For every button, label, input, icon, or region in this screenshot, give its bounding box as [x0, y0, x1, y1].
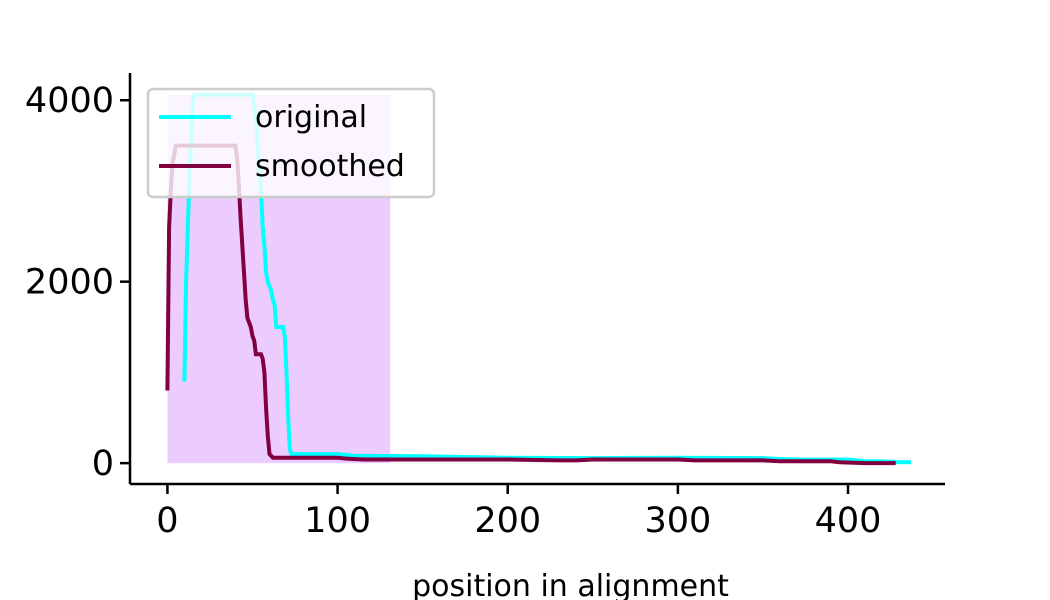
x-tick-label: 400 [815, 501, 882, 541]
x-tick-label: 200 [474, 501, 541, 541]
x-tick-label: 100 [304, 501, 371, 541]
x-tick-label: 0 [156, 501, 178, 541]
y-tick-label: 4000 [25, 81, 114, 121]
series-line-smoothed [165, 143, 896, 466]
legend-label-smoothed: smoothed [255, 149, 405, 184]
axes-layer [128, 73, 945, 486]
legend-label-original: original [255, 100, 367, 135]
x-axis-label: position in alignment [412, 569, 729, 600]
y-tick-label: 0 [92, 444, 114, 484]
y-tick-label: 2000 [25, 263, 114, 303]
x-tick-label: 300 [644, 501, 711, 541]
legend: original smoothed [146, 87, 436, 199]
